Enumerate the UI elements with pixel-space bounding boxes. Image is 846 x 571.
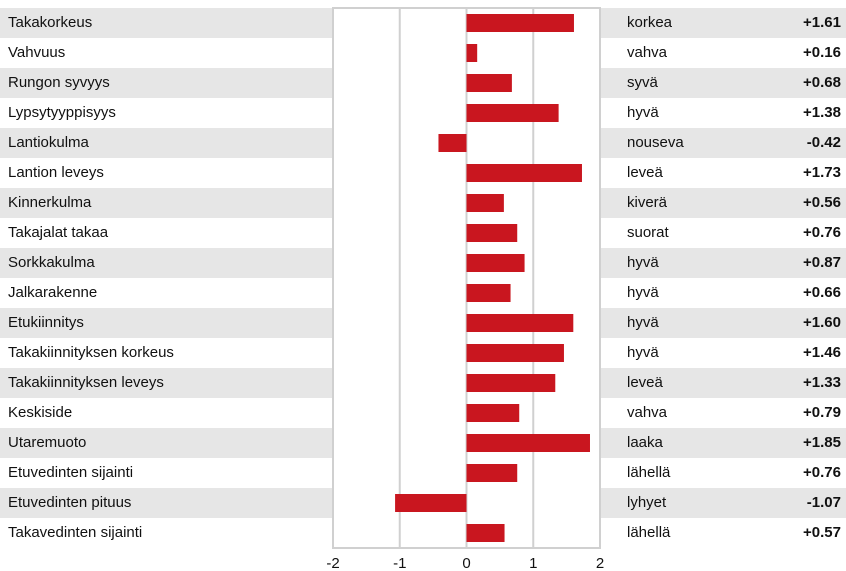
description-label: hyvä xyxy=(627,284,659,301)
bar xyxy=(466,164,582,182)
description-label: suorat xyxy=(627,224,670,241)
category-label: Etukiinnitys xyxy=(8,314,84,331)
bar xyxy=(466,254,525,272)
bar xyxy=(466,524,505,542)
category-label: Kinnerkulma xyxy=(8,194,92,211)
description-label: lähellä xyxy=(627,464,671,481)
row-band xyxy=(0,308,333,338)
description-label: hyvä xyxy=(627,344,659,361)
bar xyxy=(466,104,559,122)
row-band xyxy=(0,428,333,458)
value-label: +0.79 xyxy=(803,404,841,421)
bar xyxy=(466,344,564,362)
value-label: +1.61 xyxy=(803,14,841,31)
category-label: Takajalat takaa xyxy=(8,224,109,241)
row-band xyxy=(600,368,846,398)
row-band xyxy=(0,8,333,38)
category-label: Takakiinnityksen leveys xyxy=(8,374,164,391)
bar xyxy=(466,374,556,392)
description-label: lyhyet xyxy=(627,494,667,511)
bar xyxy=(466,284,511,302)
category-label: Vahvuus xyxy=(8,44,65,61)
description-label: kiverä xyxy=(627,194,668,211)
value-label: +1.33 xyxy=(803,374,841,391)
x-tick-label: 2 xyxy=(596,555,604,571)
category-label: Takavedinten sijainti xyxy=(8,524,142,541)
row-band xyxy=(600,68,846,98)
description-label: lähellä xyxy=(627,524,671,541)
row-band xyxy=(0,188,333,218)
value-label: +0.57 xyxy=(803,524,841,541)
row-band xyxy=(600,128,846,158)
bar xyxy=(466,14,574,32)
category-label: Lypsytyyppisyys xyxy=(8,104,116,121)
bar xyxy=(466,194,504,212)
description-label: syvä xyxy=(627,74,659,91)
row-band xyxy=(600,428,846,458)
category-label: Keskiside xyxy=(8,404,72,421)
bar xyxy=(466,224,518,242)
category-label: Takakiinnityksen korkeus xyxy=(8,344,174,361)
row-band xyxy=(600,488,846,518)
value-label: +1.60 xyxy=(803,314,841,331)
bar xyxy=(466,314,574,332)
description-label: hyvä xyxy=(627,314,659,331)
value-label: +0.16 xyxy=(803,44,841,61)
description-label: nouseva xyxy=(627,134,684,151)
description-label: leveä xyxy=(627,374,664,391)
value-label: +0.76 xyxy=(803,464,841,481)
category-label: Takakorkeus xyxy=(8,14,92,31)
plot-frame xyxy=(332,7,601,549)
row-band xyxy=(600,248,846,278)
bar xyxy=(466,44,478,62)
category-label: Utaremuoto xyxy=(8,434,86,451)
bar xyxy=(466,434,590,452)
description-label: hyvä xyxy=(627,254,659,271)
description-label: vahva xyxy=(627,404,668,421)
row-band xyxy=(0,488,333,518)
row-band xyxy=(600,308,846,338)
description-label: laaka xyxy=(627,434,664,451)
value-label: +0.56 xyxy=(803,194,841,211)
description-label: vahva xyxy=(627,44,668,61)
value-label: +1.73 xyxy=(803,164,841,181)
description-label: leveä xyxy=(627,164,664,181)
description-label: korkea xyxy=(627,14,673,31)
value-label: +1.46 xyxy=(803,344,841,361)
value-label: +0.76 xyxy=(803,224,841,241)
category-label: Etuvedinten pituus xyxy=(8,494,131,511)
row-band xyxy=(600,8,846,38)
value-label: +0.87 xyxy=(803,254,841,271)
category-label: Sorkkakulma xyxy=(8,254,95,271)
x-tick-label: 1 xyxy=(529,555,537,571)
bar xyxy=(438,134,467,152)
row-band xyxy=(600,188,846,218)
row-band xyxy=(0,128,333,158)
row-band xyxy=(0,248,333,278)
category-label: Lantiokulma xyxy=(8,134,90,151)
bar xyxy=(395,494,467,512)
row-band xyxy=(0,368,333,398)
category-label: Rungon syvyys xyxy=(8,74,110,91)
value-label: -1.07 xyxy=(807,494,841,511)
row-band xyxy=(0,68,333,98)
value-label: +1.38 xyxy=(803,104,841,121)
bar xyxy=(466,404,520,422)
bar xyxy=(466,464,518,482)
category-label: Etuvedinten sijainti xyxy=(8,464,133,481)
x-tick-label: -2 xyxy=(326,555,339,571)
value-label: +0.68 xyxy=(803,74,841,91)
bar xyxy=(466,74,512,92)
x-tick-label: -1 xyxy=(393,555,406,571)
category-label: Jalkarakenne xyxy=(8,284,97,301)
x-tick-label: 0 xyxy=(462,555,470,571)
category-label: Lantion leveys xyxy=(8,164,104,181)
value-label: +0.66 xyxy=(803,284,841,301)
description-label: hyvä xyxy=(627,104,659,121)
value-label: -0.42 xyxy=(807,134,841,151)
value-label: +1.85 xyxy=(803,434,841,451)
